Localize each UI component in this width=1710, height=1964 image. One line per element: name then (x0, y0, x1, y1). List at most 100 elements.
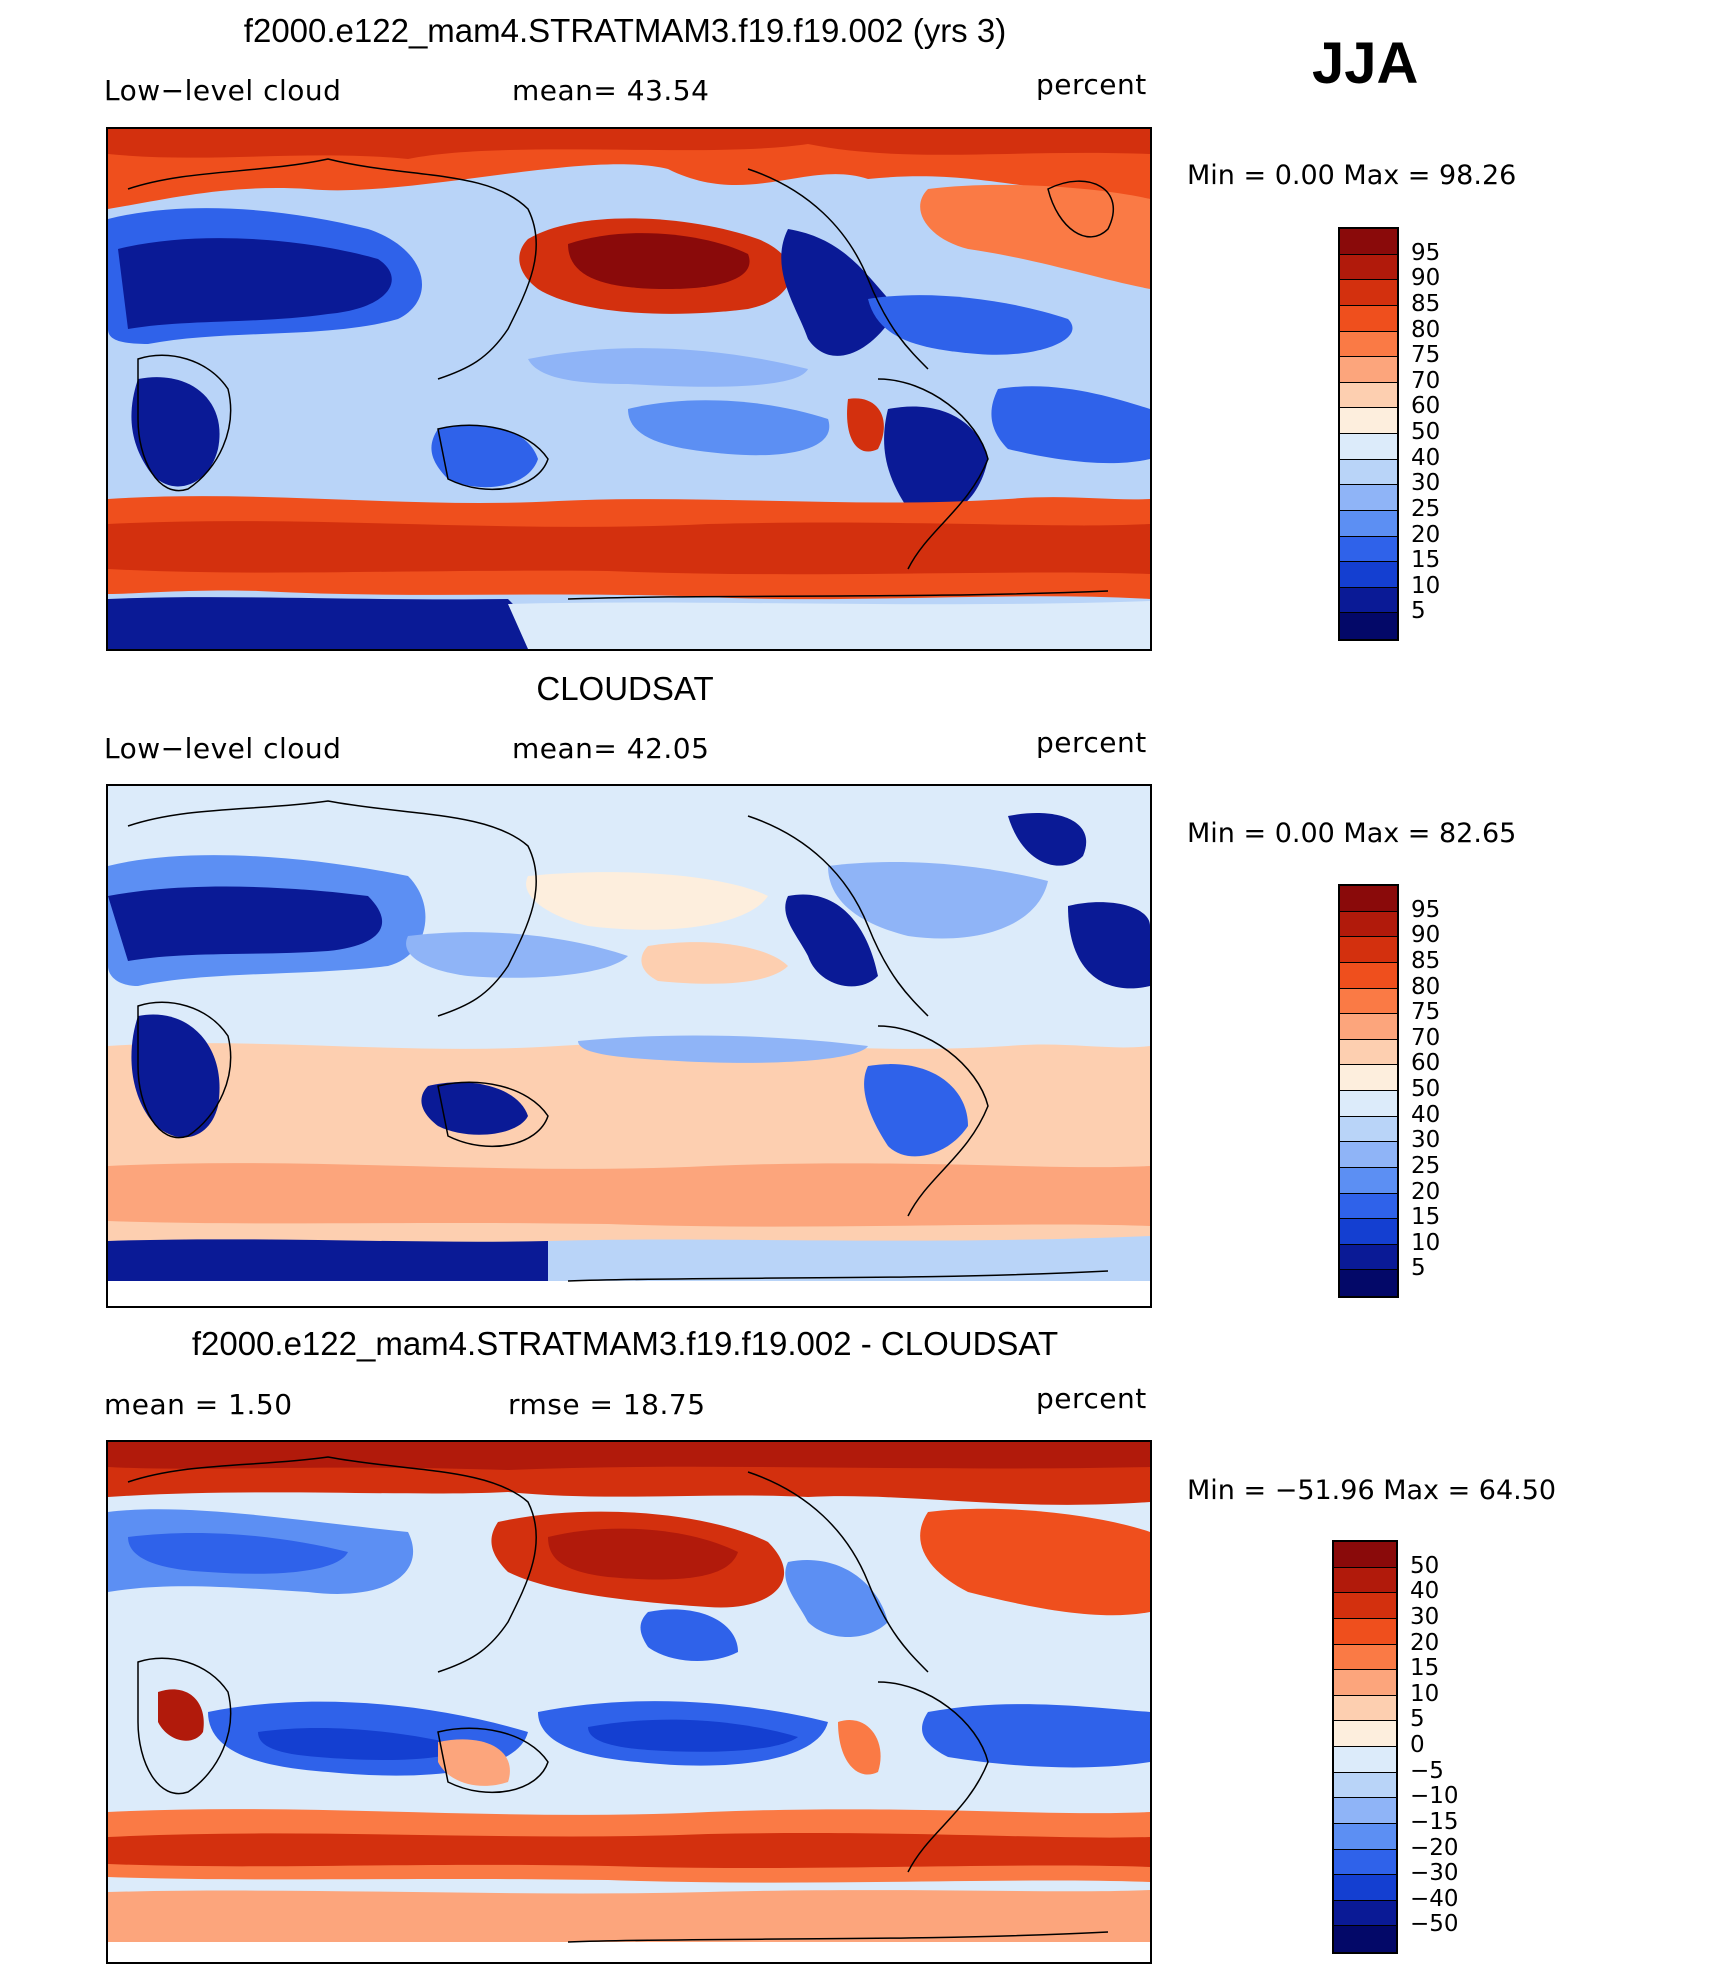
panel-3-map (106, 1440, 1152, 1964)
panel-2-variable-label: Low−level cloud (104, 732, 342, 765)
panel-2-title: CLOUDSAT (536, 670, 714, 707)
colorbar-cell (1334, 1567, 1396, 1594)
panel-3-units-label: percent (1036, 1382, 1147, 1415)
colorbar-tick-label: 15 (1410, 1655, 1440, 1682)
colorbar-tick-label: 80 (1411, 973, 1441, 1000)
colorbar-tick-label: 95 (1411, 896, 1441, 923)
panel-1-variable-label: Low−level cloud (104, 74, 342, 107)
colorbar-cell (1334, 1875, 1396, 1901)
colorbar-cell (1340, 434, 1397, 460)
panel-1-title: f2000.e122_mam4.STRATMAM3.f19.f19.002 (y… (243, 12, 1007, 49)
colorbar-cell (1334, 1618, 1396, 1645)
colorbar-cell (1334, 1798, 1396, 1824)
colorbar-cell (1340, 911, 1397, 938)
colorbar-cell (1340, 1142, 1397, 1168)
colorbar-cell (1334, 1593, 1396, 1619)
panel-2-units-label: percent (1036, 726, 1147, 759)
colorbar-tick-label: 60 (1411, 1050, 1441, 1077)
colorbar-cell (1334, 1747, 1396, 1773)
colorbar-tick-label: 0 (1410, 1732, 1425, 1758)
colorbar-tick-label: 75 (1411, 999, 1441, 1026)
colorbar-tick-label: 75 (1411, 342, 1441, 369)
colorbar-tick-label: 60 (1411, 393, 1441, 420)
colorbar-tick-label: 85 (1411, 290, 1441, 317)
colorbar-cell (1340, 1193, 1397, 1220)
colorbar-cell (1340, 587, 1397, 614)
colorbar-tick-label: 10 (1410, 1680, 1440, 1707)
colorbar-cell (1340, 485, 1397, 511)
colorbar-tick-label: 20 (1411, 1178, 1441, 1205)
colorbar-cell (1340, 562, 1397, 588)
colorbar-cell (1340, 988, 1397, 1015)
colorbar-tick-label: 5 (1410, 1706, 1425, 1733)
colorbar-cell (1340, 1091, 1397, 1117)
colorbar-cell (1340, 1065, 1397, 1091)
colorbar-tick-label: −40 (1410, 1885, 1459, 1912)
panel-1-mean-label: mean= 43.54 (512, 74, 710, 107)
colorbar-tick-label: −20 (1410, 1834, 1459, 1861)
panel-2-mean-label: mean= 42.05 (512, 732, 710, 765)
colorbar-cell (1340, 459, 1397, 486)
colorbar-tick-label: 5 (1411, 598, 1426, 625)
colorbar-tick-label: 30 (1411, 1127, 1441, 1154)
colorbar-tick-label: 90 (1411, 265, 1441, 292)
colorbar-tick-label: −5 (1410, 1757, 1444, 1784)
colorbar-tick-label: 20 (1410, 1629, 1440, 1656)
season-label: JJA (1312, 31, 1419, 96)
colorbar-tick-label: 80 (1411, 316, 1441, 343)
colorbar-cell (1340, 1116, 1397, 1143)
colorbar-tick-label: −10 (1410, 1783, 1459, 1810)
colorbar-cell (1340, 229, 1397, 255)
colorbar-cell (1334, 1542, 1396, 1568)
colorbar-cell (1340, 408, 1397, 434)
colorbar-cell (1340, 1167, 1397, 1194)
panel-1-units-label: percent (1036, 68, 1147, 101)
colorbar-cell (1340, 937, 1397, 963)
colorbar-cell (1334, 1695, 1396, 1722)
colorbar-tick-label: 25 (1411, 495, 1441, 522)
colorbar-tick-label: 70 (1411, 1024, 1441, 1051)
colorbar-tick-label: 5 (1411, 1255, 1426, 1282)
panel-1-map (106, 127, 1152, 651)
colorbar-tick-label: 95 (1411, 239, 1441, 266)
colorbar-tick-label: 15 (1411, 1204, 1441, 1231)
colorbar-cell (1334, 1849, 1396, 1876)
colorbar-cell (1334, 1670, 1396, 1696)
colorbar-cell (1340, 1219, 1397, 1245)
colorbar-tick-label: 50 (1411, 1076, 1441, 1102)
colorbar-cell (1334, 1644, 1396, 1671)
colorbar-tick-label: 40 (1410, 1578, 1440, 1605)
colorbar-tick-label: 10 (1411, 572, 1441, 599)
panel-3-colorbar (1332, 1540, 1398, 1954)
colorbar-cell (1334, 1721, 1396, 1747)
colorbar-cell (1340, 1244, 1397, 1271)
panel-1-colorbar (1338, 227, 1399, 641)
colorbar-cell (1340, 886, 1397, 912)
panel-3-rmse-label: rmse = 18.75 (508, 1388, 706, 1421)
colorbar-cell (1340, 1270, 1397, 1296)
panel-3-mean-label: mean = 1.50 (104, 1388, 293, 1421)
panel-2-colorbar (1338, 884, 1399, 1298)
colorbar-tick-label: 20 (1411, 521, 1441, 548)
colorbar-tick-label: 10 (1411, 1229, 1441, 1256)
colorbar-cell (1340, 382, 1397, 409)
colorbar-cell (1340, 962, 1397, 989)
colorbar-cell (1334, 1926, 1396, 1952)
colorbar-tick-label: 15 (1411, 547, 1441, 574)
panel-3-title: f2000.e122_mam4.STRATMAM3.f19.f19.002 - … (191, 1325, 1059, 1362)
colorbar-cell (1334, 1900, 1396, 1927)
panel-3-minmax: Min = −51.96 Max = 64.50 (1187, 1475, 1557, 1506)
colorbar-cell (1340, 510, 1397, 537)
colorbar-tick-label: 50 (1410, 1552, 1440, 1579)
colorbar-cell (1334, 1772, 1396, 1799)
colorbar-tick-label: 30 (1411, 470, 1441, 497)
colorbar-tick-label: 90 (1411, 922, 1441, 949)
colorbar-cell (1340, 1039, 1397, 1066)
panel-2-minmax: Min = 0.00 Max = 82.65 (1187, 818, 1517, 849)
panel-2-map (106, 784, 1152, 1308)
colorbar-tick-label: 70 (1411, 367, 1441, 394)
colorbar-cell (1340, 536, 1397, 563)
colorbar-tick-label: 25 (1411, 1152, 1441, 1179)
colorbar-cell (1340, 357, 1397, 383)
colorbar-tick-label: 50 (1411, 419, 1441, 445)
